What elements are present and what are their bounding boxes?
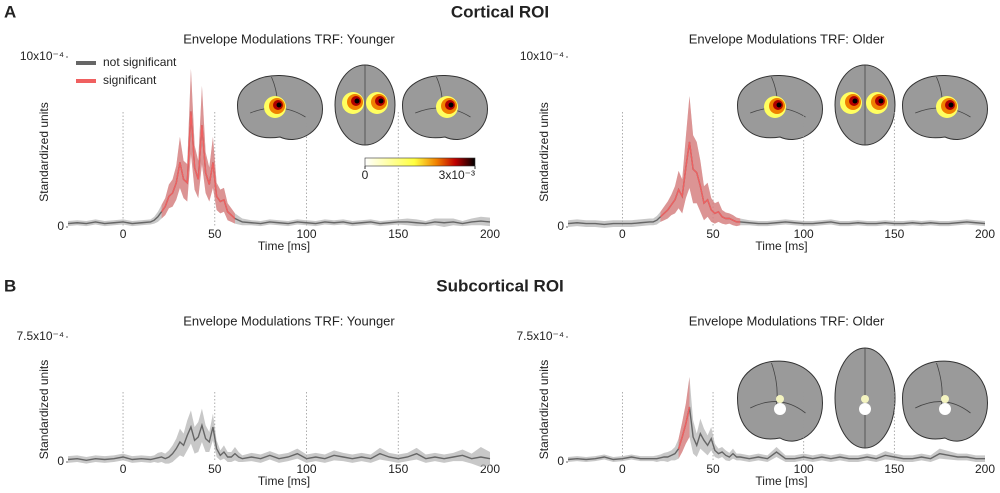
activation bbox=[939, 403, 951, 415]
x-tick-label: 150 bbox=[388, 227, 408, 241]
trf-line-significant bbox=[659, 141, 741, 223]
y-tick-label: 10x10⁻⁴ bbox=[20, 49, 64, 63]
y-tick-label: 7.5x10⁻⁴ bbox=[16, 329, 64, 343]
brain-inset bbox=[736, 360, 824, 442]
trf-line bbox=[67, 422, 491, 462]
trf-line-significant bbox=[161, 111, 236, 220]
confidence-band bbox=[161, 68, 235, 224]
y-tick-label: 0 bbox=[57, 219, 64, 233]
legend-label: not significant bbox=[103, 55, 177, 69]
brain-inset bbox=[834, 64, 896, 146]
x-tick-label: 50 bbox=[706, 462, 720, 476]
x-tick-label: 100 bbox=[297, 462, 317, 476]
chart-title: Envelope Modulations TRF: Older bbox=[689, 31, 885, 46]
y-tick-label: 10x10⁻⁴ bbox=[520, 49, 564, 63]
activation bbox=[776, 395, 784, 403]
activation bbox=[941, 395, 949, 403]
y-tick-label: 0 bbox=[557, 219, 564, 233]
legend-label: significant bbox=[103, 73, 157, 87]
brain-inset bbox=[834, 347, 896, 449]
x-tick-label: 100 bbox=[794, 227, 814, 241]
y-tick-label: 0 bbox=[57, 454, 64, 468]
x-tick-label: 0 bbox=[619, 462, 626, 476]
activation bbox=[878, 98, 884, 104]
x-tick-label: 100 bbox=[297, 227, 317, 241]
x-tick-label: 150 bbox=[388, 462, 408, 476]
x-tick-label: 50 bbox=[706, 227, 720, 241]
x-tick-label: 0 bbox=[120, 462, 127, 476]
panel-label: A bbox=[4, 2, 16, 21]
x-tick-label: 50 bbox=[208, 227, 222, 241]
colorbar-label: 3x10⁻³ bbox=[439, 168, 475, 182]
confidence-band bbox=[660, 96, 741, 227]
colorbar bbox=[364, 157, 476, 167]
x-tick-label: 150 bbox=[884, 227, 904, 241]
panel-title: Subcortical ROI bbox=[436, 276, 564, 295]
trf-line bbox=[567, 141, 986, 226]
y-axis-label: Standardized units bbox=[537, 360, 551, 459]
x-tick-label: 0 bbox=[120, 227, 127, 241]
activation bbox=[378, 98, 384, 104]
y-axis-label: Standardized units bbox=[37, 360, 51, 459]
x-tick-label: 150 bbox=[884, 462, 904, 476]
brain-inset bbox=[736, 75, 824, 140]
brain-inset bbox=[401, 75, 489, 140]
activation bbox=[852, 98, 858, 104]
chart-title: Envelope Modulations TRF: Younger bbox=[183, 313, 395, 328]
y-tick-label: 7.5x10⁻⁴ bbox=[516, 329, 564, 343]
activation bbox=[776, 102, 782, 108]
activation bbox=[861, 395, 869, 403]
x-axis-label: Time [ms] bbox=[755, 474, 807, 488]
chart-title: Envelope Modulations TRF: Younger bbox=[183, 31, 395, 46]
confidence-band bbox=[568, 377, 985, 462]
brain-inset bbox=[236, 75, 324, 140]
activation bbox=[948, 102, 954, 108]
activation bbox=[774, 403, 786, 415]
brain-inset bbox=[901, 360, 989, 442]
activation bbox=[276, 102, 282, 108]
x-tick-label: 200 bbox=[975, 227, 995, 241]
y-axis-label: Standardized units bbox=[537, 102, 551, 201]
x-tick-label: 200 bbox=[480, 227, 500, 241]
x-axis-label: Time [ms] bbox=[258, 474, 310, 488]
activation bbox=[354, 98, 360, 104]
activation bbox=[859, 403, 871, 415]
panel-title: Cortical ROI bbox=[451, 2, 549, 21]
x-tick-label: 100 bbox=[794, 462, 814, 476]
trf-line bbox=[567, 406, 985, 461]
colorbar-label: 0 bbox=[362, 168, 369, 182]
confidence-band bbox=[678, 377, 690, 459]
y-axis-label: Standardized units bbox=[37, 102, 51, 201]
x-axis-label: Time [ms] bbox=[258, 239, 310, 253]
x-tick-label: 200 bbox=[975, 462, 995, 476]
x-tick-label: 50 bbox=[208, 462, 222, 476]
x-axis-label: Time [ms] bbox=[755, 239, 807, 253]
activation bbox=[448, 102, 454, 108]
y-tick-label: 0 bbox=[557, 454, 564, 468]
trf-line-significant bbox=[677, 406, 691, 449]
brain-inset bbox=[901, 75, 989, 140]
chart-title: Envelope Modulations TRF: Older bbox=[689, 313, 885, 328]
brain-inset bbox=[334, 64, 396, 146]
x-tick-label: 0 bbox=[619, 227, 626, 241]
panel-label: B bbox=[4, 276, 16, 295]
